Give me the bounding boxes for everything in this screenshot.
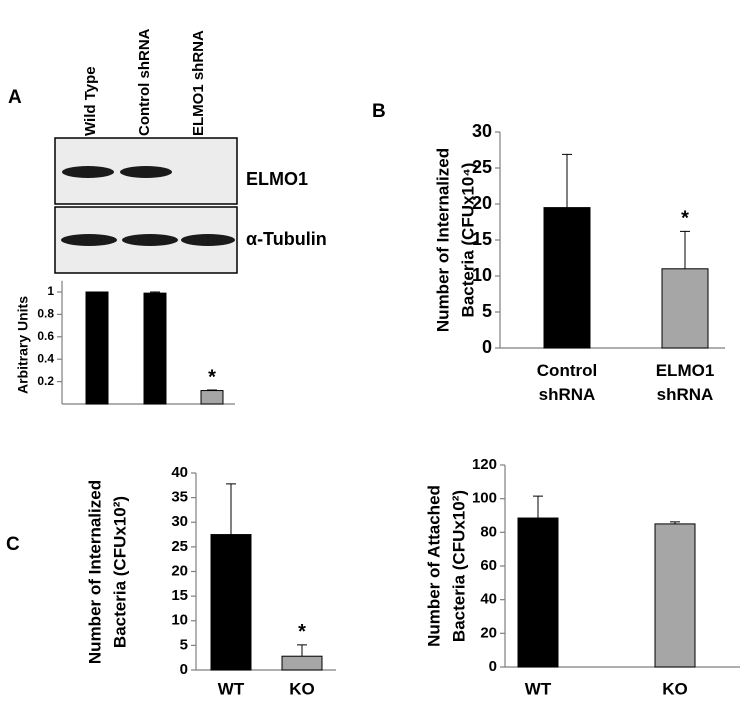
y-tick-label: 25 bbox=[171, 538, 188, 555]
error-bar bbox=[562, 153, 572, 208]
error-bar bbox=[226, 483, 236, 535]
y-tick-label: 5 bbox=[180, 636, 188, 653]
bar bbox=[143, 292, 167, 405]
panel-label: C bbox=[6, 534, 20, 555]
y-tick-label: 20 bbox=[171, 562, 188, 579]
y-tick-label: 15 bbox=[171, 587, 188, 604]
y-tick-label: 0 bbox=[180, 661, 188, 678]
y-tick-label: 0 bbox=[489, 658, 497, 675]
band-label: ELMO1 bbox=[246, 169, 308, 189]
y-tick-label: 25 bbox=[472, 157, 492, 177]
error-bar bbox=[680, 230, 690, 269]
y-tick-label: 0.2 bbox=[37, 374, 54, 388]
error-bar bbox=[150, 291, 160, 294]
bar bbox=[654, 523, 696, 668]
bar bbox=[543, 207, 591, 349]
y-tick-label: 0 bbox=[482, 337, 492, 357]
lane-label: Wild Type bbox=[82, 66, 99, 136]
x-tick-label: WT bbox=[525, 679, 552, 698]
y-tick-label: 0.8 bbox=[37, 307, 54, 321]
y-tick-label: 35 bbox=[171, 489, 188, 506]
y-tick-label: 10 bbox=[472, 265, 492, 285]
band-label: α-Tubulin bbox=[246, 229, 327, 249]
y-tick-label: 40 bbox=[171, 464, 188, 481]
y-tick-label: 40 bbox=[480, 591, 497, 608]
y-tick-label: 100 bbox=[472, 490, 497, 507]
y-axis-label: Number of Attached bbox=[424, 485, 443, 647]
bar bbox=[200, 390, 224, 405]
y-axis-label: Bacteria (CFUx10²) bbox=[449, 490, 468, 642]
x-tick-label: WT bbox=[218, 679, 245, 698]
x-tick-label: Control shRNA bbox=[537, 361, 597, 404]
western-blot bbox=[54, 137, 238, 274]
y-tick-label: 10 bbox=[171, 612, 188, 629]
x-tick-label: ELMO1 shRNA bbox=[656, 361, 715, 404]
error-bar bbox=[207, 389, 217, 391]
bar bbox=[517, 517, 559, 668]
error-bar bbox=[670, 521, 680, 524]
y-tick-label: 5 bbox=[482, 301, 492, 321]
y-tick-label: 30 bbox=[171, 513, 188, 530]
y-tick-label: 0.6 bbox=[37, 329, 54, 343]
y-tick-label: 60 bbox=[480, 557, 497, 574]
lane-label: ELMO1 shRNA bbox=[190, 30, 207, 136]
y-tick-label: 20 bbox=[480, 624, 497, 641]
bar bbox=[281, 655, 323, 671]
y-axis-label: Number of Internalized bbox=[85, 480, 104, 664]
bar bbox=[661, 268, 709, 349]
y-tick-label: 120 bbox=[472, 456, 497, 473]
y-tick-label: 15 bbox=[472, 229, 492, 249]
y-tick-label: 1 bbox=[47, 284, 54, 298]
panel-label: A bbox=[8, 87, 22, 108]
y-tick-label: 30 bbox=[472, 121, 492, 141]
y-axis-label: Bacteria (CFUx10⁴) bbox=[458, 163, 477, 318]
significance-marker: * bbox=[681, 208, 689, 230]
bar bbox=[85, 291, 109, 405]
lane-label: Control shRNA bbox=[136, 28, 153, 136]
y-axis-label: Bacteria (CFUx10²) bbox=[110, 496, 129, 648]
x-tick-label: KO bbox=[289, 679, 315, 698]
error-bar bbox=[297, 644, 307, 657]
significance-marker: * bbox=[298, 621, 306, 643]
y-axis-label: Arbitrary Units bbox=[15, 296, 31, 394]
bar bbox=[210, 534, 252, 671]
y-axis-label: Number of Internalized bbox=[433, 148, 452, 332]
panel-label: B bbox=[372, 101, 386, 122]
y-tick-label: 0.4 bbox=[37, 351, 54, 365]
significance-marker: * bbox=[208, 366, 216, 388]
y-tick-label: 80 bbox=[480, 523, 497, 540]
error-bar bbox=[533, 495, 543, 519]
x-tick-label: KO bbox=[662, 679, 688, 698]
y-tick-label: 20 bbox=[472, 193, 492, 213]
